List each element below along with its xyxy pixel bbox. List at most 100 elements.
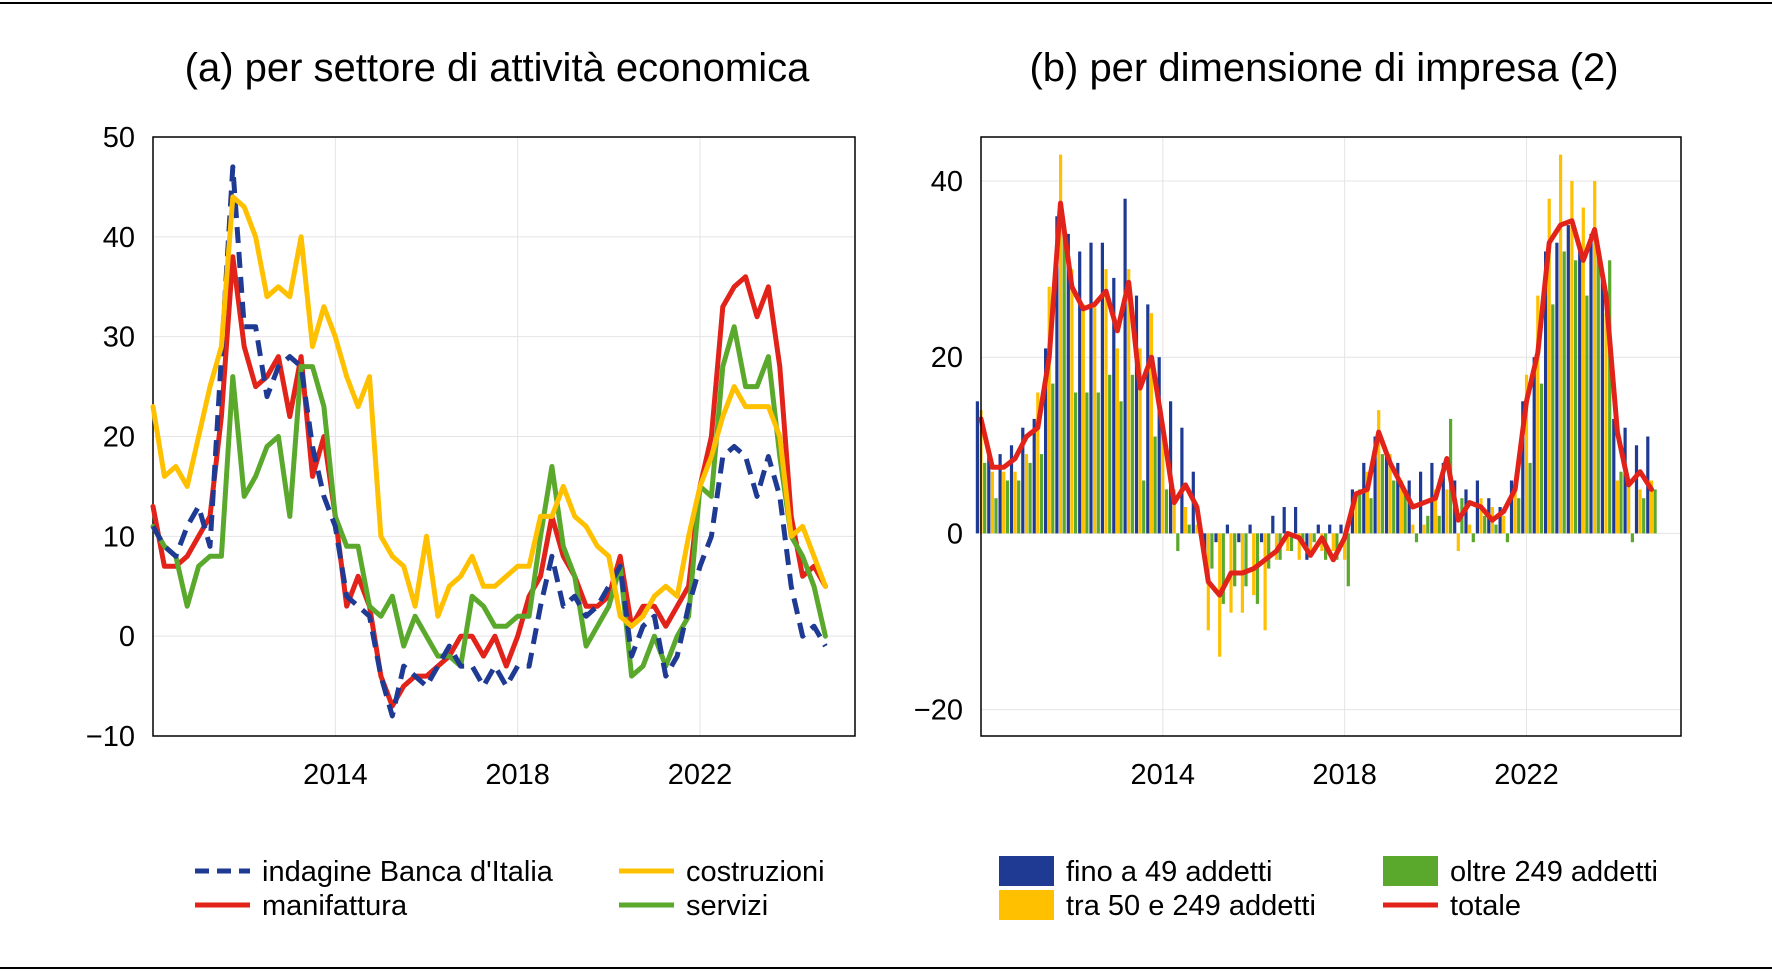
y-tick-label: 20 [931,342,963,374]
bar-fino49 [1009,445,1014,534]
bar-oltre249 [983,462,987,534]
y-tick-label: 40 [931,166,963,198]
y-tick-label: −10 [86,721,135,753]
bar-oltre249 [1289,533,1294,551]
legend-label: tra 50 e 249 addetti [1066,890,1316,922]
bar-fino49 [1566,225,1570,534]
bar-fino49 [1384,454,1389,534]
bar-fino49 [1498,507,1502,534]
bar-fino49 [1134,295,1139,534]
legend-swatch-tra50_249 [999,890,1054,920]
bar-oltre249 [1335,533,1339,560]
bar-tra50_249 [1297,533,1301,560]
legend-label: oltre 249 addetti [1450,856,1658,888]
bar-oltre249 [1494,524,1498,534]
bar-oltre249 [1312,533,1316,543]
bar-oltre249 [1562,251,1566,534]
bar-fino49 [1589,233,1593,534]
bar-tra50_249 [1445,489,1449,534]
bar-tra50_249 [1013,471,1017,534]
bar-oltre249 [1358,489,1362,534]
bar-tra50_249 [1434,489,1438,534]
bar-tra50_249 [1411,524,1415,534]
bar-tra50_249 [1184,507,1188,534]
bar-oltre249 [1380,454,1384,534]
bar-oltre249 [1028,462,1032,534]
bar-fino49 [1225,524,1229,534]
bar-oltre249 [1528,462,1532,534]
panel-a-x-axis: 2014 2018 2022 [303,759,732,791]
bar-tra50_249 [1070,269,1074,534]
bar-oltre249 [1505,533,1509,543]
bar-fino49 [1600,277,1604,534]
bar-oltre249 [1221,533,1225,604]
bar-tra50_249 [1399,480,1404,534]
bar-fino49 [1407,480,1411,534]
bar-oltre249 [1142,480,1146,534]
x-tick-label: 2014 [303,759,368,791]
bar-oltre249 [1483,515,1487,534]
series-line-indagine [150,164,828,719]
x-tick-label: 2022 [668,759,733,791]
bar-tra50_249 [1343,533,1347,560]
bar-fino49 [1612,418,1616,534]
bar-fino49 [1021,427,1025,534]
bar-tra50_249 [1456,533,1460,551]
bar-tra50_249 [1047,286,1051,534]
y-tick-label: 30 [103,322,135,354]
bar-tra50_249 [1524,374,1529,534]
legend-swatch-fino49 [999,856,1054,886]
panel-b-total-line [978,200,1654,598]
bar-fino49 [1180,427,1184,534]
bar-oltre249 [1244,533,1248,587]
bar-tra50_249 [1331,533,1335,551]
panel-a-plot-frame [152,136,856,737]
bar-fino49 [1521,401,1525,534]
bar-fino49 [1112,277,1116,534]
bar-tra50_249 [1252,533,1256,596]
y-tick-label: 0 [947,518,963,550]
bar-tra50_249 [1002,471,1006,534]
bar-tra50_249 [1422,524,1426,534]
y-tick-label: −20 [914,695,963,727]
bar-oltre249 [1301,533,1305,543]
bar-tra50_249 [990,471,994,534]
bar-fino49 [1248,524,1252,534]
bar-oltre249 [1414,533,1419,543]
bar-oltre249 [1085,392,1089,534]
bar-tra50_249 [1263,533,1267,631]
bar-fino49 [998,454,1002,534]
bar-tra50_249 [1365,471,1369,534]
bar-oltre249 [1608,260,1612,534]
bar-fino49 [1237,533,1241,543]
bar-oltre249 [1596,251,1600,534]
bar-fino49 [1066,233,1070,534]
series-line-costruzioni [150,194,828,629]
bar-oltre249 [1585,295,1589,534]
x-tick-label: 2018 [1312,759,1377,791]
bar-oltre249 [1210,533,1214,569]
bar-oltre249 [1642,498,1646,534]
bar-fino49 [1078,251,1082,534]
bar-oltre249 [1471,533,1475,543]
bar-fino49 [1362,462,1366,534]
panel-a-series [150,164,828,719]
bar-tra50_249 [1354,498,1358,534]
legend-label: manifattura [262,890,408,922]
panel-a-grid [153,136,855,737]
bar-fino49 [1373,436,1377,534]
bar-oltre249 [1517,498,1521,534]
bar-oltre249 [1267,533,1271,569]
bar-fino49 [1100,242,1104,534]
bar-tra50_249 [1627,480,1631,534]
bar-fino49 [1044,348,1048,534]
bar-fino49 [1509,480,1514,534]
bar-fino49 [1623,427,1627,534]
bar-tra50_249 [1502,515,1506,534]
bar-fino49 [1441,462,1445,534]
bar-tra50_249 [1570,181,1574,534]
bar-tra50_249 [1195,524,1199,534]
bar-tra50_249 [1547,198,1551,534]
